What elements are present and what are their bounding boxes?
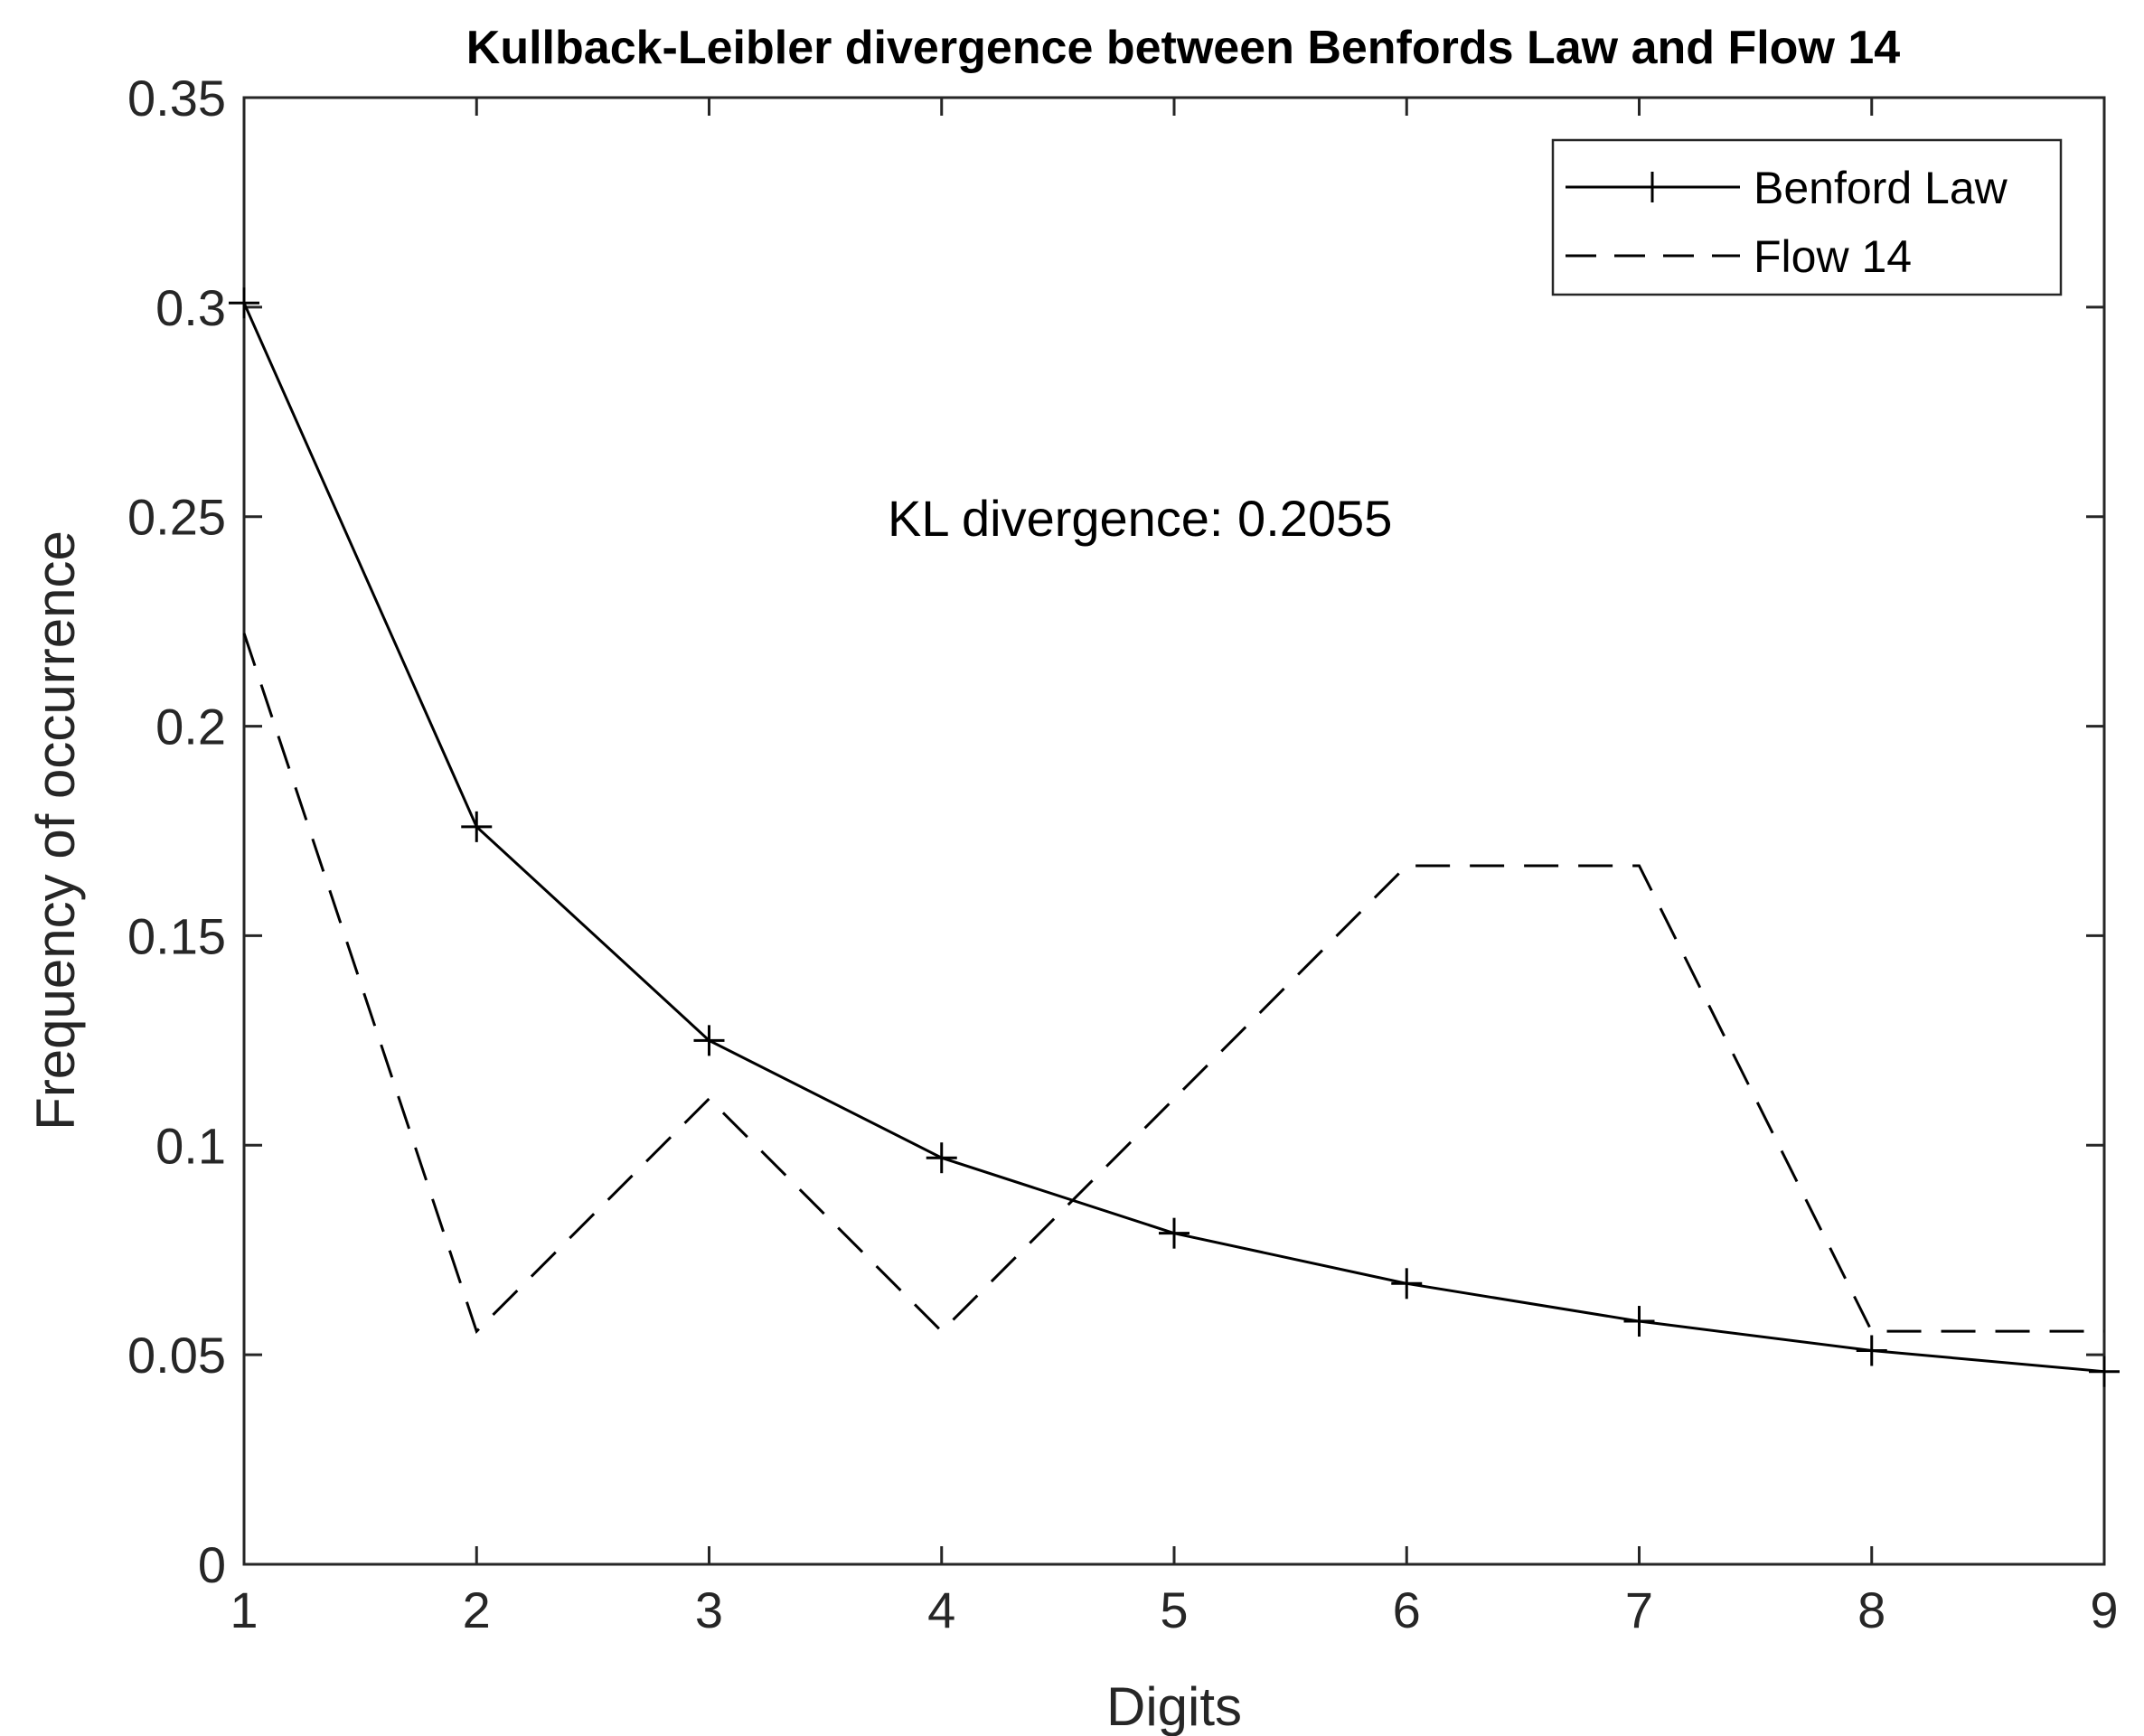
x-tick-label: 4	[927, 1581, 955, 1638]
data-point-benford-law	[2089, 1356, 2120, 1387]
chart-title: Kullback-Leibler divergence between Benf…	[466, 22, 1900, 74]
legend: Benford Law Flow 14	[1551, 138, 2063, 296]
data-point-benford-law	[1391, 1268, 1423, 1300]
axis-tick-labels: 1 2 3 4 5 6 7 8 9 0 0.05 0.1 0.15 0.2 0.25 0.3 0.35	[127, 70, 2119, 1638]
y-tick-label: 0.25	[127, 489, 226, 546]
data-point-benford-law	[1856, 1335, 1887, 1366]
legend-box	[1551, 138, 2063, 296]
y-tick-label: 0.3	[155, 279, 226, 336]
x-tick-label: 9	[2090, 1581, 2118, 1638]
legend-label-benford-law: Benford Law	[1754, 163, 2008, 213]
x-tick-label: 7	[1625, 1581, 1653, 1638]
data-point-benford-law	[693, 1025, 725, 1056]
kl-divergence-annotation: KL divergence: 0.2055	[888, 490, 1392, 547]
y-tick-label: 0.2	[155, 699, 226, 755]
y-tick-label: 0.05	[127, 1327, 226, 1384]
axis-ticks	[242, 96, 2106, 1566]
y-axis-label: Frequency of occurrence	[25, 530, 86, 1131]
x-tick-label: 5	[1160, 1581, 1188, 1638]
y-tick-label: 0	[198, 1536, 226, 1593]
y-tick-label: 0.1	[155, 1117, 226, 1174]
x-tick-label: 6	[1393, 1581, 1421, 1638]
x-tick-label: 8	[1857, 1581, 1885, 1638]
data-point-benford-law	[926, 1142, 957, 1174]
y-tick-label: 0.15	[127, 907, 226, 964]
x-tick-label: 3	[695, 1581, 723, 1638]
series-line-flow-14	[242, 633, 2104, 1334]
data-point-benford-law	[461, 811, 493, 842]
data-point-benford-law	[1159, 1217, 1190, 1249]
x-axis-label: Digits	[1106, 1676, 1242, 1736]
x-tick-label: 1	[230, 1581, 258, 1638]
data-point-benford-law	[1623, 1306, 1655, 1337]
x-tick-label: 2	[463, 1581, 491, 1638]
plot-frame	[242, 96, 2106, 1566]
legend-label-flow-14: Flow 14	[1754, 231, 1912, 282]
y-tick-label: 0.35	[127, 70, 226, 127]
data-point-benford-law	[229, 287, 259, 319]
series-markers	[229, 287, 2120, 1387]
